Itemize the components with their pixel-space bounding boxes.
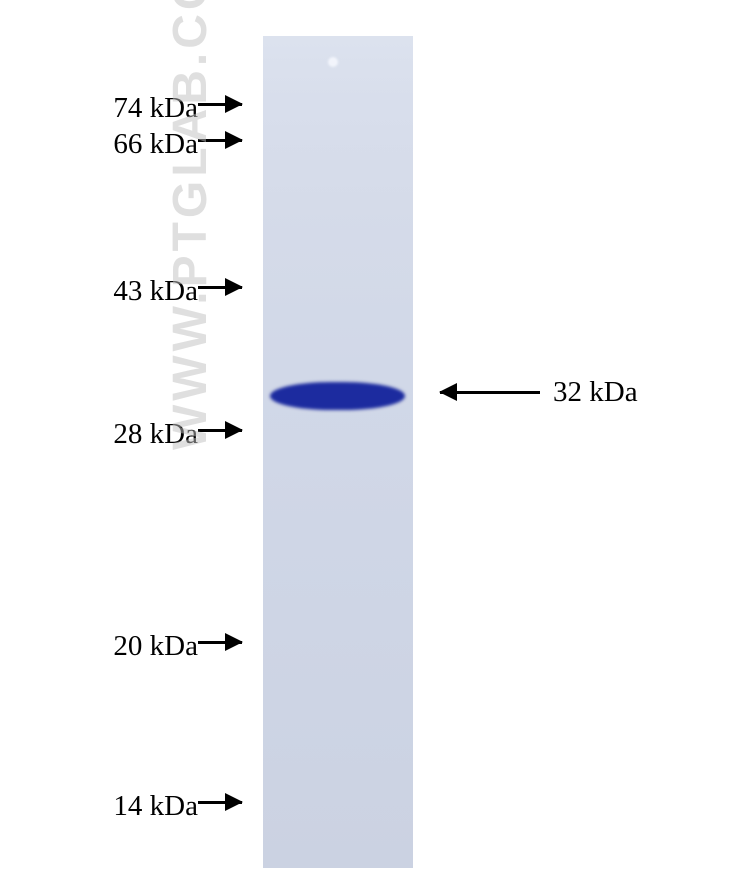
marker-label: 74 kDa: [68, 92, 198, 125]
marker-arrow-icon: [198, 801, 242, 804]
marker-arrow-icon: [198, 139, 242, 142]
marker-label: 43 kDa: [68, 275, 198, 308]
marker-label: 28 kDa: [68, 418, 198, 451]
protein-band-32kda: [270, 382, 405, 410]
gel-lane: [263, 36, 413, 868]
marker-arrow-icon: [198, 103, 242, 106]
marker-arrow-icon: [198, 641, 242, 644]
marker-arrow-icon: [198, 286, 242, 289]
marker-label: 66 kDa: [68, 128, 198, 161]
gel-image-container: WWW.PTGLAB.COM 74 kDa 66 kDa 43 kDa 28 k…: [0, 0, 740, 887]
marker-label: 14 kDa: [68, 790, 198, 823]
sample-arrow-icon: [440, 391, 540, 394]
watermark-text: WWW.PTGLAB.COM: [163, 0, 218, 450]
marker-label: 20 kDa: [68, 630, 198, 663]
sample-band-label: 32 kDa: [553, 376, 638, 409]
marker-arrow-icon: [198, 429, 242, 432]
well-dot: [328, 57, 338, 67]
